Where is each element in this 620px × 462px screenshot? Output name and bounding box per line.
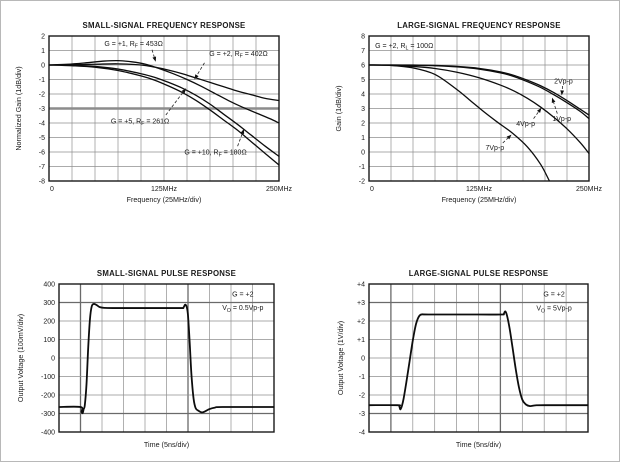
chart-large-signal-pulse-response: +4 +3 +2 +1 0 -1 -2 -3 -4 LARGE-SIGNAL PULSE RESP… [329,253,619,453]
svg-text:300: 300 [43,300,55,307]
svg-text:4Vp-p: 4Vp-p [516,121,535,128]
chart-canvas-small-signal-frequency-response: 2 1 0 -1 -2 -3 -4 -5 -6 -7 -8 0 125MHz 250MHz SMALL-SI… [14,21,293,204]
svg-text:+2: +2 [357,319,365,326]
svg-text:-3: -3 [39,106,45,113]
series-pulse-5vpp [368,310,589,411]
svg-text:-2: -2 [39,92,45,99]
svg-text:G = +10, RF = 180Ω: G = +10, RF = 180Ω [184,150,246,159]
svg-text:1: 1 [41,48,45,55]
svg-text:-2: -2 [359,393,365,400]
svg-text:G = +2: G = +2 [543,292,565,299]
series-g-+2-rf-402 [48,63,280,102]
svg-text:VO = 5Vp-p: VO = 5Vp-p [536,306,571,315]
svg-text:125MHz: 125MHz [151,186,178,193]
svg-text:Frequency (25MHz/div): Frequency (25MHz/div) [127,195,202,204]
svg-text:0: 0 [370,186,374,193]
svg-text:-7: -7 [39,164,45,171]
chart-small-signal-pulse-response: 400 300 200 100 0 -100 -200 -300 -400 SMALL-SIGNA… [9,253,301,453]
svg-text:100: 100 [43,337,55,344]
svg-text:+4: +4 [357,282,365,289]
svg-text:1: 1 [361,135,365,142]
svg-text:0: 0 [361,150,365,157]
svg-text:0: 0 [51,356,55,363]
svg-text:8: 8 [361,34,365,41]
svg-text:-100: -100 [41,374,55,381]
svg-text:2Vp-p: 2Vp-p [554,78,573,85]
svg-text:LARGE-SIGNAL PULSE RESPONSE: LARGE-SIGNAL PULSE RESPONSE [409,269,549,278]
svg-text:125MHz: 125MHz [466,186,493,193]
svg-text:Normalized Gain (1dB/div): Normalized Gain (1dB/div) [14,66,23,150]
svg-text:G = +5, RF = 261Ω: G = +5, RF = 261Ω [111,118,169,127]
svg-text:+3: +3 [357,300,365,307]
series-g-+5-rf-261 [48,64,280,157]
svg-text:2: 2 [41,34,45,41]
svg-text:0: 0 [50,186,54,193]
svg-text:Time (5ns/div): Time (5ns/div) [456,440,501,449]
chart-small-signal-frequency-response: 2 1 0 -1 -2 -3 -4 -5 -6 -7 -8 0 125MHz 250MHz SMALL-SI… [9,11,301,221]
svg-text:4: 4 [361,92,365,99]
svg-text:-8: -8 [39,179,45,186]
svg-text:7Vp-p: 7Vp-p [485,145,504,152]
svg-text:+1: +1 [357,337,365,344]
chart-canvas-large-signal-frequency-response: 8 7 6 5 4 3 2 1 0 -1 -2 0 125MHz 250MHz LARGE-SIGNAL F… [334,21,603,204]
chart-large-signal-frequency-response: 8 7 6 5 4 3 2 1 0 -1 -2 0 125MHz 250MHz LARGE-SIGNAL F… [329,11,619,221]
svg-text:Frequency (25MHz/div): Frequency (25MHz/div) [442,195,517,204]
svg-text:-200: -200 [41,393,55,400]
svg-text:-1: -1 [359,164,365,171]
svg-text:Gain (1dB/div): Gain (1dB/div) [334,86,343,132]
svg-text:G = +2: G = +2 [232,292,254,299]
svg-text:0: 0 [361,356,365,363]
svg-text:3: 3 [361,106,365,113]
svg-text:400: 400 [43,282,55,289]
svg-text:G = +1, RF = 453Ω: G = +1, RF = 453Ω [104,41,162,50]
chart-canvas-small-signal-pulse-response: 400 300 200 100 0 -100 -200 -300 -400 SMALL-SIGNA… [16,269,275,449]
svg-text:7: 7 [361,48,365,55]
series-1vp-p [368,64,590,120]
svg-text:5: 5 [361,77,365,84]
svg-text:250MHz: 250MHz [576,186,603,193]
svg-text:-300: -300 [41,411,55,418]
svg-text:-1: -1 [359,374,365,381]
svg-text:SMALL-SIGNAL FREQUENCY RESPONS: SMALL-SIGNAL FREQUENCY RESPONSE [83,21,246,30]
series-pulse-0.5vpp [58,303,275,415]
svg-text:-1: -1 [39,77,45,84]
svg-text:-400: -400 [41,430,55,437]
svg-text:-5: -5 [39,135,45,142]
svg-text:SMALL-SIGNAL PULSE RESPONSE: SMALL-SIGNAL PULSE RESPONSE [97,269,236,278]
svg-text:1Vp-p: 1Vp-p [552,116,571,123]
svg-text:-6: -6 [39,150,45,157]
svg-text:0: 0 [41,63,45,70]
svg-text:Output Voltage (100mV/div): Output Voltage (100mV/div) [16,314,25,402]
series-4vp-p [368,64,590,155]
svg-text:-4: -4 [359,430,365,437]
svg-text:200: 200 [43,319,55,326]
svg-text:-2: -2 [359,179,365,186]
series-7vp-p [368,64,551,182]
svg-text:2: 2 [361,121,365,128]
svg-text:250MHz: 250MHz [266,186,293,193]
svg-text:LARGE-SIGNAL FREQUENCY RESPONS: LARGE-SIGNAL FREQUENCY RESPONSE [397,21,560,30]
svg-text:Output Voltage (1V/div): Output Voltage (1V/div) [336,321,345,395]
svg-text:6: 6 [361,63,365,70]
svg-text:VO = 0.5Vp-p: VO = 0.5Vp-p [222,305,263,314]
svg-text:Time (5ns/div): Time (5ns/div) [144,440,189,449]
series-g-+1-rf-453 [48,59,280,124]
svg-text:-3: -3 [359,411,365,418]
chart-canvas-large-signal-pulse-response: +4 +3 +2 +1 0 -1 -2 -3 -4 LARGE-SIGNAL PULSE RESP… [336,269,589,449]
svg-text:G = +2, RF = 402Ω: G = +2, RF = 402Ω [209,51,267,60]
svg-text:-4: -4 [39,121,45,128]
svg-text:G = +2, RL = 100Ω: G = +2, RL = 100Ω [375,43,433,52]
